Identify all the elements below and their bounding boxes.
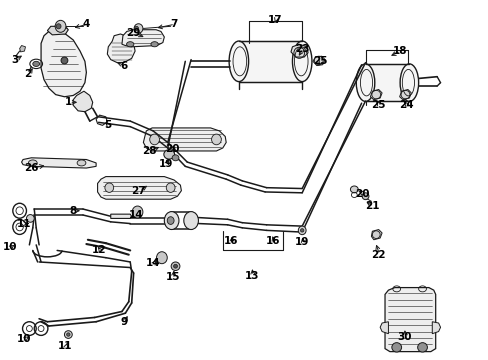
Text: 29: 29: [126, 28, 141, 38]
Text: 25: 25: [371, 100, 385, 110]
Polygon shape: [47, 26, 68, 35]
Text: 15: 15: [165, 272, 180, 282]
Ellipse shape: [163, 150, 174, 159]
Ellipse shape: [391, 343, 401, 352]
Polygon shape: [98, 177, 181, 199]
Text: 10: 10: [17, 334, 32, 344]
Text: 10: 10: [2, 242, 17, 252]
Text: 24: 24: [398, 100, 413, 110]
Text: 9: 9: [120, 317, 127, 327]
Ellipse shape: [229, 41, 248, 82]
Text: 6: 6: [120, 60, 127, 71]
Ellipse shape: [28, 160, 37, 166]
Polygon shape: [107, 34, 135, 63]
Ellipse shape: [55, 20, 66, 32]
Ellipse shape: [298, 226, 305, 235]
Ellipse shape: [105, 183, 113, 192]
Ellipse shape: [399, 64, 418, 102]
Ellipse shape: [33, 61, 40, 67]
Polygon shape: [110, 214, 131, 219]
Text: 2: 2: [24, 69, 32, 79]
Text: 14: 14: [129, 210, 143, 220]
Polygon shape: [312, 56, 325, 66]
Polygon shape: [431, 322, 440, 334]
Polygon shape: [238, 41, 302, 82]
Polygon shape: [365, 64, 408, 101]
Ellipse shape: [417, 343, 427, 352]
Ellipse shape: [132, 206, 142, 218]
Polygon shape: [370, 230, 381, 240]
Text: 14: 14: [145, 258, 160, 268]
Text: 16: 16: [265, 236, 280, 246]
Ellipse shape: [61, 57, 68, 64]
Text: 3: 3: [11, 55, 19, 64]
Text: 28: 28: [142, 146, 157, 156]
Ellipse shape: [292, 41, 311, 82]
Polygon shape: [143, 128, 226, 151]
Text: 16: 16: [224, 236, 238, 246]
Polygon shape: [290, 44, 307, 57]
Ellipse shape: [211, 134, 221, 145]
Ellipse shape: [164, 212, 179, 230]
Polygon shape: [21, 158, 96, 168]
Text: 30: 30: [396, 332, 411, 342]
Text: 11: 11: [58, 341, 73, 351]
Text: 13: 13: [244, 271, 259, 281]
Ellipse shape: [350, 186, 358, 193]
Text: 18: 18: [391, 46, 406, 56]
Ellipse shape: [356, 64, 374, 102]
Polygon shape: [122, 30, 164, 47]
Text: 26: 26: [24, 163, 39, 173]
Ellipse shape: [134, 24, 142, 33]
Ellipse shape: [166, 183, 175, 192]
Polygon shape: [369, 90, 381, 100]
Text: 4: 4: [82, 19, 90, 29]
Polygon shape: [20, 45, 25, 52]
Text: 5: 5: [103, 120, 111, 130]
Text: 20: 20: [165, 144, 180, 154]
Ellipse shape: [26, 215, 34, 222]
Text: 12: 12: [92, 246, 106, 256]
Ellipse shape: [66, 333, 70, 336]
Text: 20: 20: [355, 189, 369, 199]
Polygon shape: [49, 26, 67, 37]
Ellipse shape: [300, 229, 303, 232]
Text: 8: 8: [69, 206, 77, 216]
Polygon shape: [41, 31, 86, 97]
Polygon shape: [379, 322, 387, 334]
Text: 1: 1: [64, 97, 72, 107]
Ellipse shape: [173, 264, 177, 268]
Ellipse shape: [134, 26, 138, 31]
Polygon shape: [399, 90, 410, 100]
Text: 21: 21: [365, 202, 379, 211]
Ellipse shape: [126, 42, 134, 47]
Text: 17: 17: [267, 15, 282, 25]
Text: 19: 19: [158, 159, 173, 169]
Ellipse shape: [151, 42, 158, 47]
Text: 11: 11: [17, 219, 32, 229]
Text: 25: 25: [312, 56, 327, 66]
Ellipse shape: [362, 193, 368, 200]
Ellipse shape: [149, 134, 159, 145]
Text: 22: 22: [371, 250, 385, 260]
Text: 27: 27: [131, 186, 145, 196]
Ellipse shape: [56, 24, 61, 29]
Ellipse shape: [167, 217, 174, 224]
Ellipse shape: [156, 252, 167, 264]
Ellipse shape: [183, 212, 198, 230]
Text: 23: 23: [294, 44, 309, 54]
Ellipse shape: [171, 262, 180, 270]
Ellipse shape: [64, 331, 72, 338]
Text: 19: 19: [294, 237, 309, 247]
Text: 7: 7: [170, 19, 178, 29]
Ellipse shape: [172, 155, 179, 161]
Polygon shape: [384, 288, 435, 352]
Ellipse shape: [77, 160, 86, 166]
Polygon shape: [73, 91, 93, 112]
